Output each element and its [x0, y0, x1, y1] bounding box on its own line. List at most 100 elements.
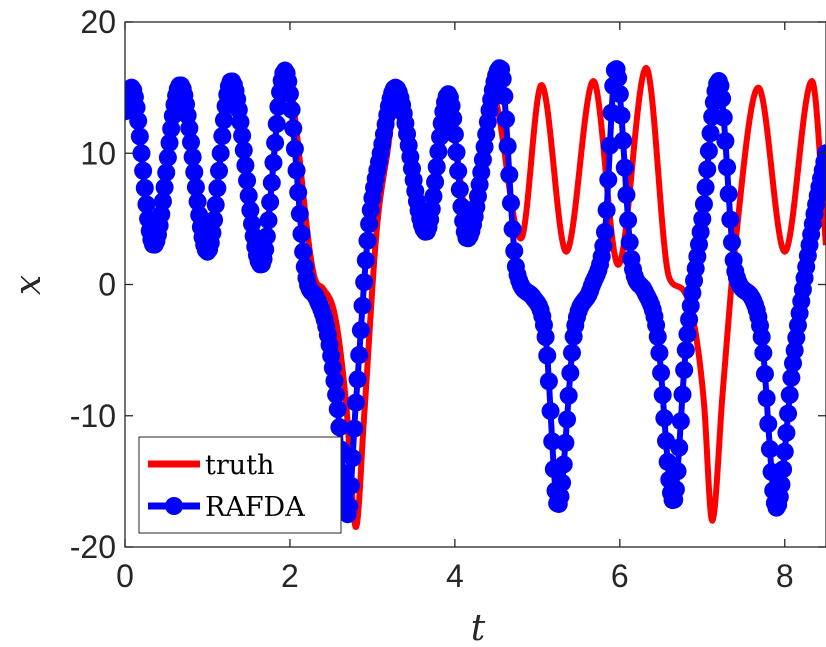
- data-point-rafda: [696, 178, 715, 197]
- y-tick-label: -10: [70, 398, 116, 434]
- data-point-rafda: [561, 363, 580, 382]
- data-point-rafda: [536, 328, 555, 346]
- data-point-rafda: [556, 433, 575, 452]
- data-point-rafda: [653, 386, 672, 405]
- legend-marker-rafda: [165, 497, 183, 515]
- data-point-rafda: [755, 364, 774, 383]
- y-axis-label: x: [8, 275, 49, 295]
- data-point-rafda: [285, 139, 304, 158]
- data-point-rafda: [239, 186, 258, 205]
- data-point-rafda: [554, 455, 573, 474]
- data-point-rafda: [160, 133, 179, 152]
- data-point-rafda: [231, 113, 250, 132]
- data-point-rafda: [210, 161, 229, 180]
- legend: truth RAFDA: [138, 436, 342, 534]
- data-point-rafda: [670, 438, 689, 457]
- data-point-rafda: [208, 179, 227, 198]
- data-point-rafda: [327, 385, 346, 404]
- data-point-rafda: [698, 160, 717, 179]
- data-point-rafda: [493, 69, 512, 88]
- data-point-rafda: [691, 222, 710, 241]
- data-point-rafda: [257, 227, 276, 246]
- data-point-rafda: [351, 321, 370, 340]
- legend-label-truth: truth: [205, 450, 274, 481]
- data-point-rafda: [205, 210, 224, 229]
- data-point-rafda: [427, 157, 446, 176]
- data-point-rafda: [153, 192, 172, 211]
- data-point-rafda: [158, 148, 177, 167]
- data-point-rafda: [716, 132, 735, 151]
- data-point-rafda: [780, 385, 799, 404]
- data-point-rafda: [358, 231, 377, 250]
- data-point-rafda: [267, 114, 286, 133]
- data-point-rafda: [284, 119, 303, 138]
- data-point-rafda: [214, 111, 233, 130]
- data-point-rafda: [772, 475, 791, 494]
- plot-area: [125, 59, 826, 530]
- data-point-rafda: [543, 432, 562, 451]
- data-point-rafda: [360, 215, 379, 234]
- data-point-rafda: [157, 163, 176, 182]
- data-point-rafda: [501, 194, 520, 213]
- data-point-rafda: [619, 211, 638, 230]
- data-point-rafda: [353, 296, 372, 315]
- data-point-rafda: [495, 87, 514, 106]
- y-tick-label: -20: [70, 529, 116, 565]
- data-point-rafda: [774, 460, 793, 479]
- data-point-rafda: [668, 462, 687, 481]
- data-point-rafda: [186, 178, 205, 197]
- data-point-rafda: [648, 327, 667, 346]
- data-point-rafda: [256, 240, 275, 259]
- data-point-rafda: [673, 385, 692, 404]
- data-point-rafda: [652, 363, 671, 382]
- y-tick-label: 10: [80, 135, 116, 171]
- x-tick-label: 4: [446, 558, 464, 594]
- data-point-rafda: [757, 389, 776, 408]
- data-point-rafda: [180, 119, 199, 138]
- data-point-rafda: [558, 410, 577, 429]
- data-point-rafda: [775, 442, 794, 461]
- series-markers-rafda: [125, 59, 826, 524]
- data-point-rafda: [754, 343, 773, 362]
- data-point-rafda: [289, 183, 308, 202]
- data-point-rafda: [680, 310, 699, 329]
- data-point-rafda: [188, 192, 207, 211]
- data-point-rafda: [779, 404, 798, 423]
- data-point-rafda: [259, 211, 278, 230]
- data-point-rafda: [650, 343, 669, 362]
- x-tick-label: 8: [776, 558, 794, 594]
- data-point-rafda: [211, 144, 230, 163]
- x-tick-label: 2: [281, 558, 299, 594]
- data-point-rafda: [348, 370, 367, 389]
- data-point-rafda: [676, 341, 695, 360]
- data-point-rafda: [559, 386, 578, 405]
- data-point-rafda: [328, 400, 347, 419]
- data-point-rafda: [444, 109, 463, 128]
- data-point-rafda: [541, 402, 560, 421]
- data-point-rafda: [134, 161, 153, 180]
- data-point-rafda: [760, 440, 779, 459]
- data-point-rafda: [325, 371, 344, 390]
- data-point-rafda: [612, 106, 631, 125]
- data-point-rafda: [292, 224, 311, 243]
- data-point-rafda: [294, 242, 313, 261]
- data-point-rafda: [539, 372, 558, 391]
- data-point-rafda: [213, 127, 232, 146]
- data-point-rafda: [620, 233, 639, 252]
- data-point-rafda: [562, 343, 581, 362]
- data-point-rafda: [132, 144, 151, 163]
- data-point-rafda: [155, 178, 174, 197]
- data-point-rafda: [551, 487, 570, 506]
- data-point-rafda: [782, 368, 801, 387]
- data-point-rafda: [497, 110, 516, 129]
- data-point-rafda: [236, 156, 255, 175]
- data-point-rafda: [553, 473, 572, 492]
- data-point-rafda: [127, 98, 146, 117]
- data-point-rafda: [426, 173, 445, 192]
- data-point-rafda: [447, 143, 466, 162]
- data-point-rafda: [713, 89, 732, 108]
- data-point-rafda: [699, 141, 718, 160]
- legend-box: [138, 436, 342, 534]
- data-point-rafda: [721, 210, 740, 229]
- data-point-rafda: [261, 193, 280, 212]
